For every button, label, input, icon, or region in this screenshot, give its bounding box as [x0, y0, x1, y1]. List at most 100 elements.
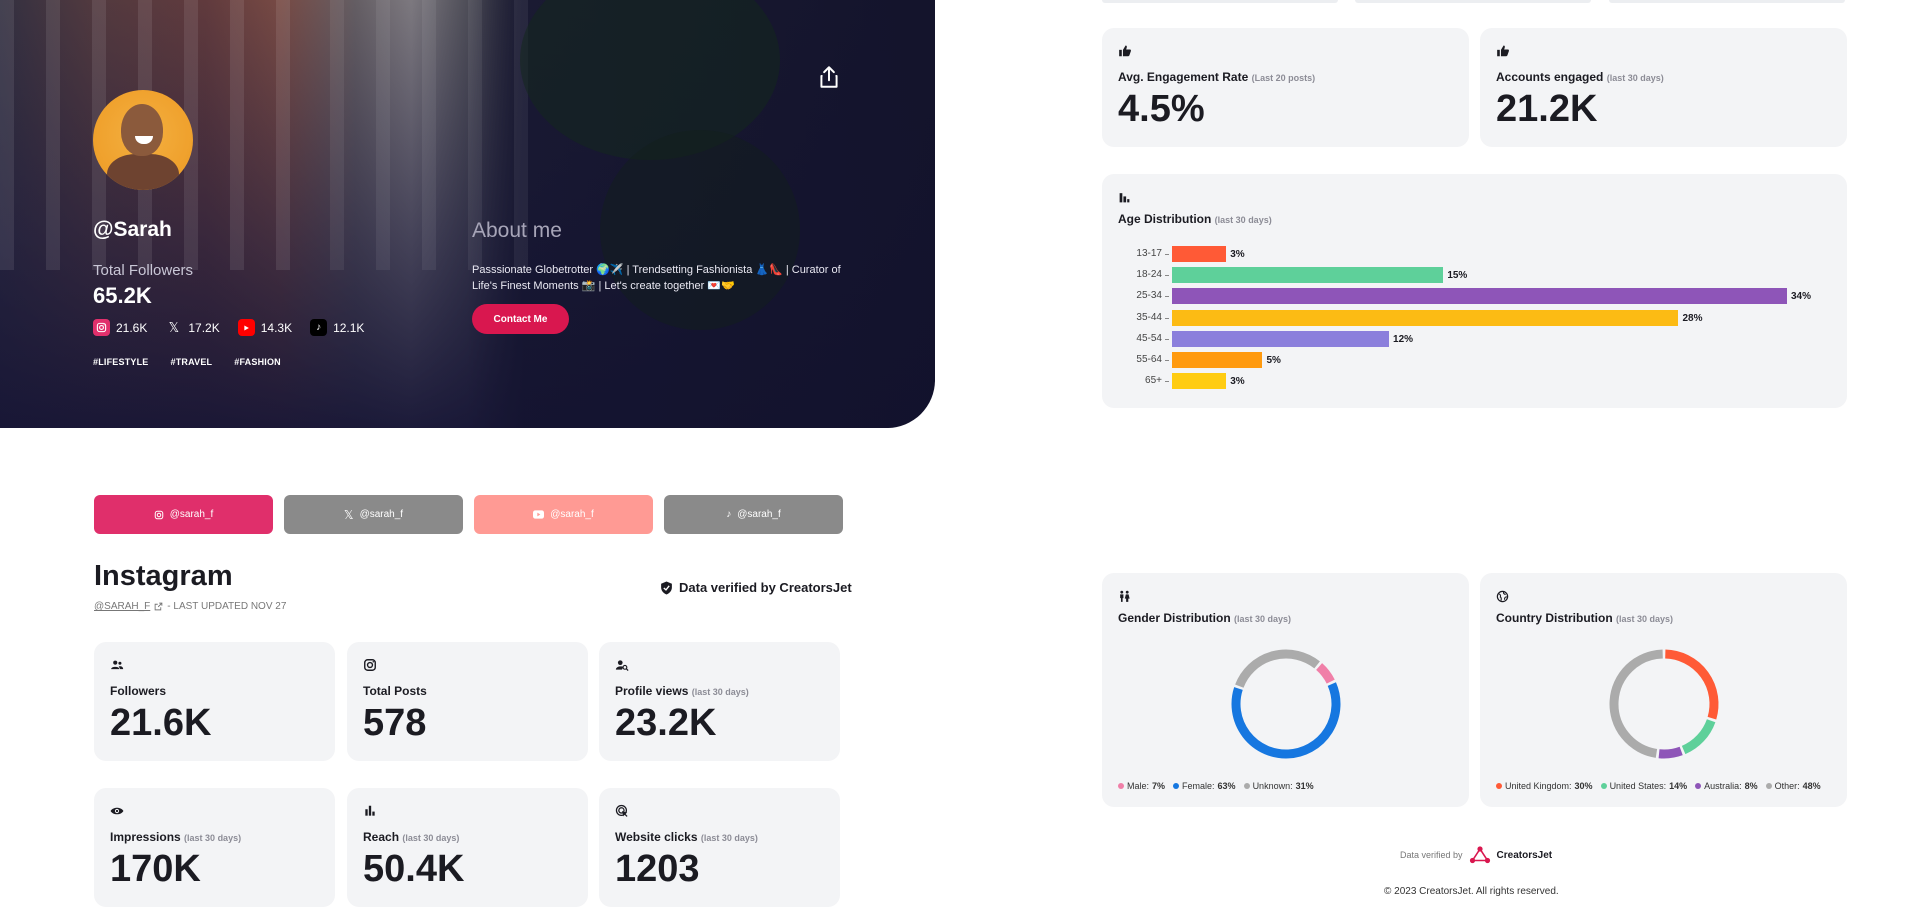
contact-button[interactable]: Contact Me — [472, 304, 569, 334]
legend-value: 8% — [1744, 781, 1758, 791]
age-axis-tick — [1165, 360, 1169, 361]
platform-subtitle: @SARAH_F - LAST UPDATED NOV 27 — [94, 601, 286, 612]
stat-label: Accounts engaged (last 30 days) — [1496, 70, 1664, 84]
tab-tiktok[interactable]: ♪ @sarah_f — [664, 495, 843, 534]
age-row: 13-17 3% — [1118, 246, 1818, 262]
social-count-tiktok[interactable]: ♪ 12.1K — [310, 319, 364, 336]
legend-value: 63% — [1217, 781, 1236, 791]
legend-label: United States: — [1609, 781, 1667, 791]
total-followers-label: Total Followers — [93, 262, 194, 279]
age-label: 65+ — [1145, 375, 1162, 387]
legend-dot — [1118, 783, 1124, 789]
platform-tabs: @sarah_f 𝕏 @sarah_f @sarah_f ♪ @sarah_f — [94, 495, 843, 534]
social-count-youtube[interactable]: 14.3K — [237, 319, 293, 336]
tab-youtube[interactable]: @sarah_f — [474, 495, 653, 534]
gender-donut-chart — [1231, 649, 1341, 759]
footer-brand[interactable]: CreatorsJet — [1496, 849, 1553, 861]
age-value-label: 5% — [1266, 355, 1281, 366]
age-bar[interactable] — [1172, 288, 1787, 305]
gender-distribution-panel: Gender Distribution (last 30 days) Male:… — [1102, 573, 1469, 807]
social-count-value: 14.3K — [260, 320, 293, 335]
donut-segment[interactable] — [1681, 719, 1716, 755]
creatorsjet-logo-icon — [1469, 846, 1490, 864]
donut-segment[interactable] — [1609, 649, 1663, 758]
age-row: 55-64 5% — [1118, 352, 1818, 368]
age-row: 25-34 34% — [1118, 288, 1818, 305]
tag-chip[interactable]: #LIFESTYLE — [93, 357, 149, 367]
external-link-icon[interactable] — [154, 602, 163, 611]
stat-value: 50.4K — [363, 848, 465, 890]
about-text: Passsionate Globetrotter 🌍✈️ | Trendsett… — [472, 264, 841, 292]
age-bar[interactable] — [1172, 352, 1263, 368]
donut-segment[interactable] — [1235, 649, 1320, 688]
tiktok-icon: ♪ — [310, 319, 328, 336]
legend-item: Australia: 8% — [1695, 781, 1758, 791]
hero-background-foliage — [520, 0, 780, 160]
legend-dot — [1496, 783, 1502, 789]
age-row: 35-44 28% — [1118, 309, 1818, 326]
donut-segment[interactable] — [1231, 682, 1341, 759]
legend-value: 48% — [1802, 781, 1821, 791]
social-count-instagram[interactable]: 21.6K — [93, 319, 147, 336]
age-bar[interactable] — [1172, 373, 1227, 390]
tab-label: @sarah_f — [737, 509, 781, 520]
bar-chart-icon — [1119, 193, 1130, 203]
stat-card-reach: Reach (last 30 days) 50.4K — [347, 788, 588, 907]
age-bar[interactable] — [1172, 246, 1227, 262]
youtube-icon — [237, 319, 255, 336]
age-bar[interactable] — [1172, 309, 1679, 326]
age-label: 13-17 — [1136, 248, 1162, 259]
social-count-x[interactable]: 𝕏 17.2K — [165, 319, 220, 336]
stat-card-website-clicks: Website clicks (last 30 days) 1203 — [599, 788, 840, 907]
age-value-label: 15% — [1447, 270, 1468, 282]
legend-label: Other: — [1774, 781, 1800, 791]
x-icon: 𝕏 — [168, 319, 180, 335]
age-label: 25-34 — [1136, 290, 1162, 302]
donut-segment[interactable] — [1658, 746, 1683, 759]
share-icon[interactable] — [816, 64, 842, 90]
legend-label: Male: — [1127, 781, 1150, 791]
social-counts: 21.6K 𝕏 17.2K 14.3K ♪ 12.1K — [93, 319, 364, 336]
age-bar[interactable] — [1172, 330, 1390, 347]
profile-hero: @Sarah Total Followers 65.2K 21.6K 𝕏 17.… — [0, 0, 935, 428]
legend-item: United Kingdom: 30% — [1496, 781, 1593, 791]
age-axis-tick — [1165, 254, 1169, 255]
age-label: 45-54 — [1136, 332, 1162, 344]
x-icon: 𝕏 — [343, 507, 354, 522]
stat-card-profile-views: Profile views (last 30 days) 23.2K — [599, 642, 840, 761]
age-row: 45-54 12% — [1118, 330, 1818, 347]
avatar — [93, 90, 193, 190]
tag-chip[interactable]: #FASHION — [234, 357, 281, 367]
age-label: 35-44 — [1136, 311, 1162, 323]
platform-handle-link[interactable]: @SARAH_F — [94, 601, 151, 612]
last-updated: - LAST UPDATED NOV 27 — [167, 601, 287, 612]
donut-segment[interactable] — [1665, 649, 1719, 720]
legend-dot — [1243, 783, 1250, 789]
age-row: 18-24 15% — [1118, 267, 1818, 284]
total-followers-value: 65.2K — [93, 283, 152, 308]
legend-value: 31% — [1295, 781, 1314, 791]
stat-card-followers: Followers 21.6K — [94, 642, 335, 761]
stat-label: Website clicks (last 30 days) — [615, 830, 758, 844]
tab-instagram[interactable]: @sarah_f — [94, 495, 273, 534]
age-axis-tick — [1165, 296, 1169, 298]
donut-segment[interactable] — [1316, 663, 1335, 684]
social-count-value: 21.6K — [116, 320, 148, 335]
tab-x[interactable]: 𝕏 @sarah_f — [284, 495, 463, 534]
age-label: 18-24 — [1136, 269, 1162, 281]
card-edge — [1355, 0, 1591, 3]
age-bar[interactable] — [1172, 267, 1444, 284]
stat-label: Profile views (last 30 days) — [615, 684, 749, 698]
copyright: © 2023 CreatorsJet. All rights reserved. — [1384, 886, 1559, 897]
tag-chip[interactable]: #TRAVEL — [170, 357, 213, 367]
stat-value: 170K — [110, 848, 201, 890]
age-axis-tick — [1165, 317, 1169, 319]
age-axis-tick — [1165, 381, 1169, 383]
legend-item: Other: 48% — [1765, 781, 1821, 791]
gender-distribution-title: Gender Distribution (last 30 days) — [1118, 611, 1292, 625]
legend-dot — [1173, 783, 1180, 789]
globe-icon — [1496, 590, 1509, 603]
stat-card-engagement-rate: Avg. Engagement Rate (Last 20 posts) 4.5… — [1102, 28, 1469, 147]
legend-label: United Kingdom: — [1505, 781, 1572, 791]
youtube-icon — [533, 510, 545, 519]
